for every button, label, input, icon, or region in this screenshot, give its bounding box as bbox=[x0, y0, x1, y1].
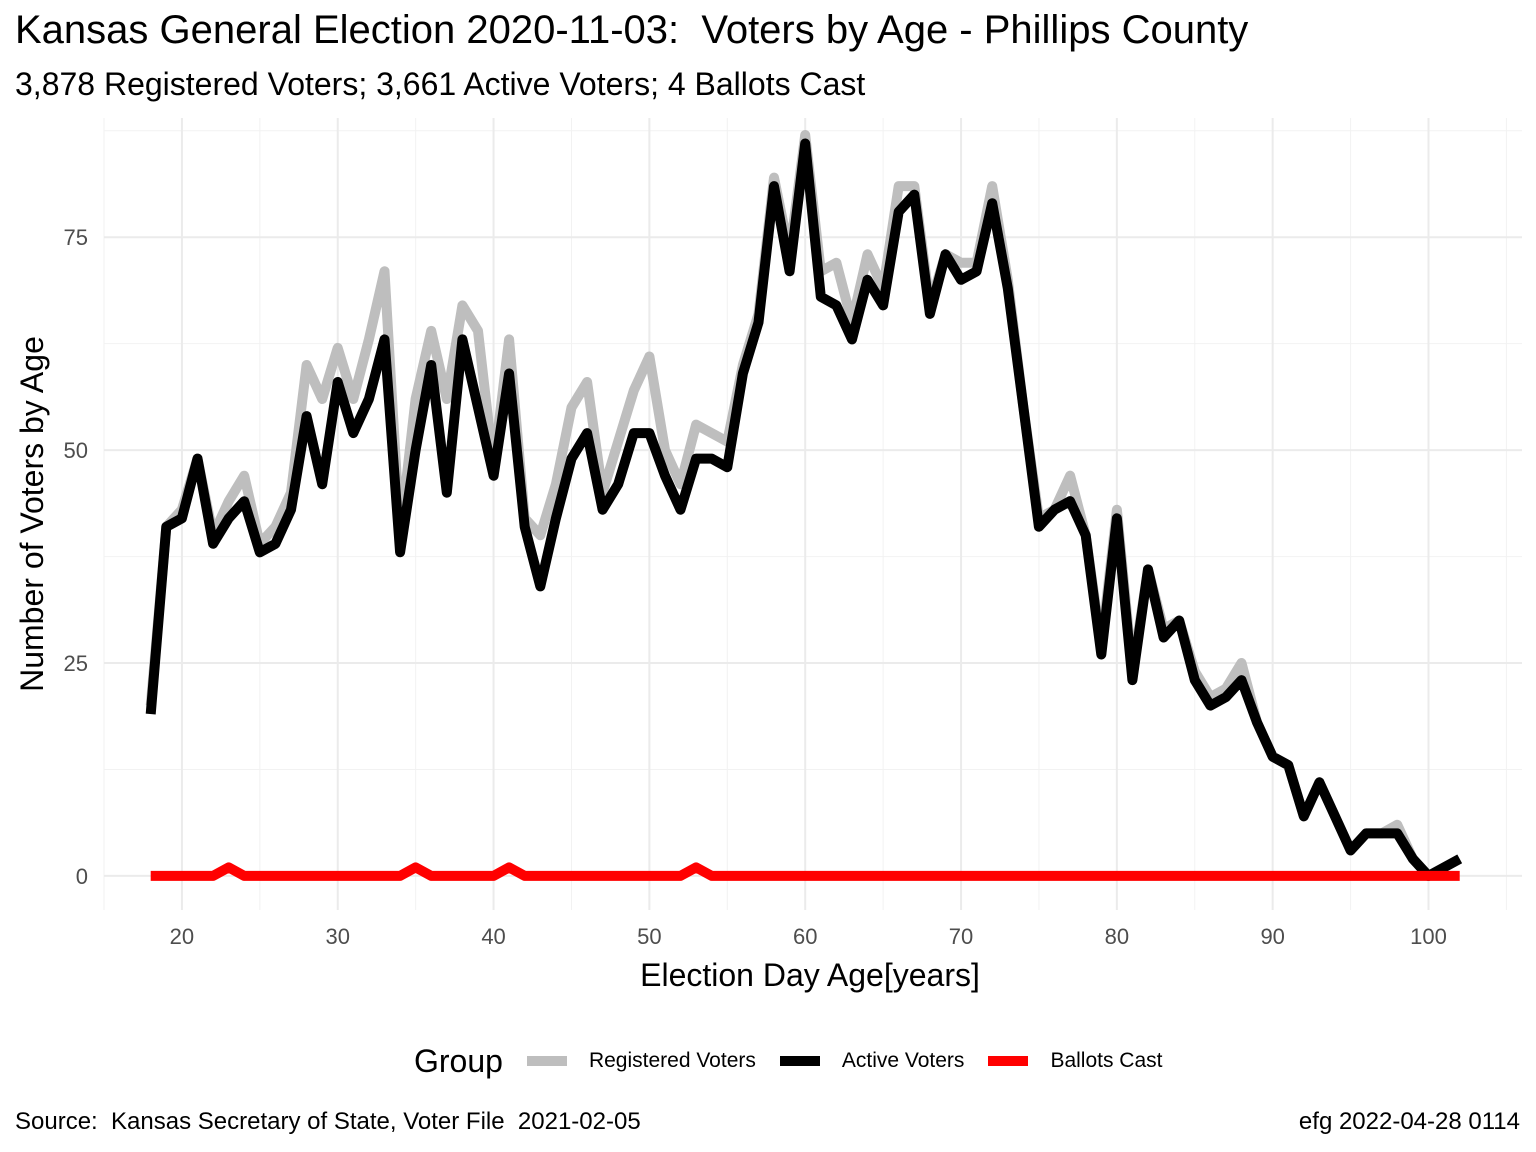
chart-subtitle: 3,878 Registered Voters; 3,661 Active Vo… bbox=[15, 66, 866, 102]
y-tick-label: 25 bbox=[64, 651, 88, 676]
source-caption: Source: Kansas Secretary of State, Voter… bbox=[15, 1108, 641, 1135]
legend-label-registered: Registered Voters bbox=[588, 1049, 756, 1072]
credit-caption: efg 2022-04-28 0114 bbox=[1298, 1108, 1520, 1135]
x-tick-label: 20 bbox=[170, 924, 194, 949]
x-tick-label: 70 bbox=[949, 924, 973, 949]
x-axis-ticks: 20 30 40 50 60 70 80 90 100 bbox=[170, 924, 1447, 949]
x-tick-label: 30 bbox=[325, 924, 349, 949]
legend-key-registered bbox=[526, 1056, 567, 1066]
series-line-active-voters bbox=[145, 138, 1463, 881]
x-axis-title: Election Day Age[years] bbox=[640, 957, 980, 993]
y-tick-label: 0 bbox=[76, 864, 88, 889]
x-tick-label: 90 bbox=[1260, 924, 1284, 949]
x-tick-label: 50 bbox=[637, 924, 661, 949]
legend: Group Registered Voters Active Voters Ba… bbox=[414, 1038, 1186, 1084]
series-line-ballots-cast bbox=[150, 862, 1460, 881]
legend-title: Group bbox=[414, 1042, 503, 1079]
y-axis-title: Number of Voters by Age bbox=[14, 336, 50, 692]
legend-item-active: Active Voters bbox=[779, 1049, 965, 1073]
x-tick-label: 80 bbox=[1105, 924, 1129, 949]
legend-key-active bbox=[779, 1056, 820, 1066]
y-tick-label: 50 bbox=[64, 438, 88, 463]
legend-item-ballots: Ballots Cast bbox=[988, 1049, 1162, 1073]
legend-item-registered: Registered Voters bbox=[526, 1049, 756, 1073]
line-chart: 20 30 40 50 60 70 80 90 100 0 25 50 75 Election Day… bbox=[14, 118, 1522, 993]
y-axis-ticks: 0 25 50 75 bbox=[64, 225, 88, 889]
legend-key-ballots bbox=[988, 1056, 1029, 1066]
x-tick-label: 60 bbox=[793, 924, 817, 949]
legend-label-ballots: Ballots Cast bbox=[1050, 1049, 1163, 1072]
x-tick-label: 100 bbox=[1410, 924, 1447, 949]
legend-label-active: Active Voters bbox=[841, 1049, 965, 1072]
y-tick-label: 75 bbox=[64, 225, 88, 250]
series-line-registered-voters bbox=[145, 130, 1463, 881]
chart-title: Kansas General Election 2020-11-03: Vote… bbox=[15, 8, 1249, 52]
series-lines bbox=[145, 130, 1463, 881]
x-tick-label: 40 bbox=[481, 924, 505, 949]
